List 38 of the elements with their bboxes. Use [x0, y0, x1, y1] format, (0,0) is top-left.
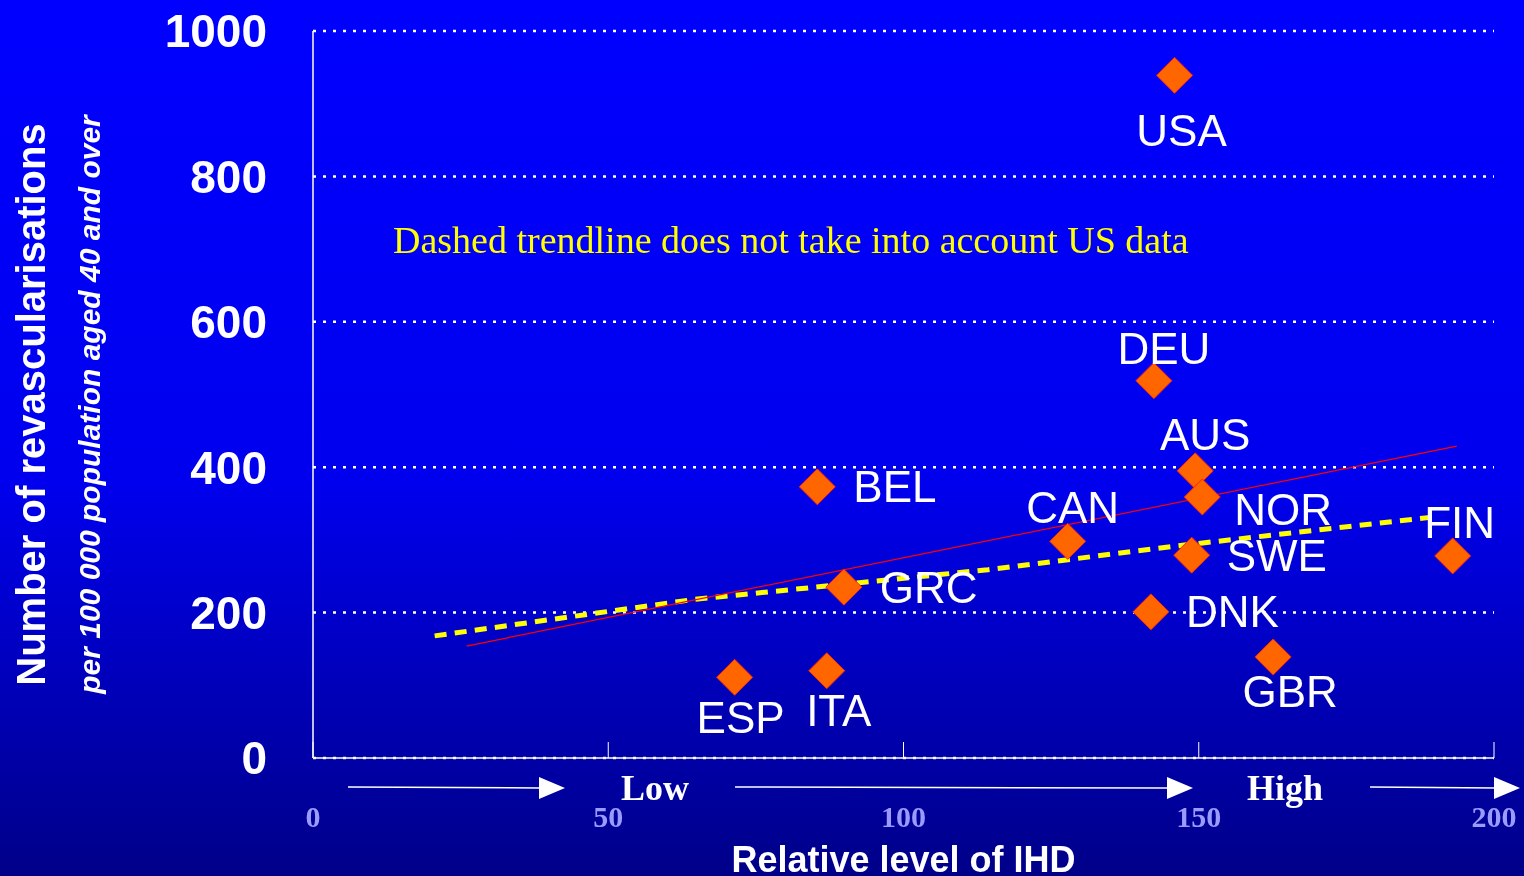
- data-label: FIN: [1424, 498, 1496, 548]
- point: [1176, 452, 1214, 490]
- y-tick-label: 600: [190, 296, 267, 349]
- y-tick-label: 0: [241, 732, 267, 785]
- point: [798, 468, 836, 506]
- annotation: Dashed trendline does not take into account US data: [393, 219, 1189, 261]
- data-label: CAN: [1026, 482, 1120, 532]
- y-tick-label: 1000: [164, 5, 267, 58]
- point: [1132, 593, 1170, 631]
- point: [808, 652, 846, 690]
- data-label: ITA: [806, 686, 872, 736]
- point: [1173, 536, 1211, 574]
- data-label: BEL: [853, 462, 937, 512]
- point: [1434, 537, 1472, 575]
- y-tick-label: 400: [190, 441, 267, 494]
- data-label: AUS: [1159, 410, 1251, 460]
- point: [1183, 478, 1221, 516]
- point: [1156, 56, 1194, 94]
- text: High: [1246, 768, 1324, 808]
- point: [1135, 362, 1173, 400]
- data-label: ESP: [696, 692, 785, 742]
- data-label: GBR: [1242, 667, 1338, 717]
- data-label: USA: [1136, 105, 1228, 155]
- x-tick-label: 200: [1471, 800, 1517, 834]
- data-label: GRC: [879, 562, 978, 612]
- point: [1254, 638, 1292, 676]
- point: [1049, 522, 1087, 560]
- x-tick-label: 0: [305, 800, 321, 834]
- y-axis-title: Number of revascularisations per 100 000 population aged 40 and over: [9, 112, 106, 695]
- data-label: DEU: [1117, 324, 1211, 374]
- x-tick-label: 100: [881, 800, 926, 834]
- x-axis-title: Relative level of IHD: [731, 839, 1076, 876]
- point: [716, 658, 754, 696]
- data-label: DNK: [1185, 587, 1279, 637]
- y-tick-label: 200: [190, 586, 267, 639]
- y-tick-label: 800: [190, 150, 267, 203]
- point: [825, 568, 863, 606]
- x-tick-label: 150: [1176, 800, 1222, 834]
